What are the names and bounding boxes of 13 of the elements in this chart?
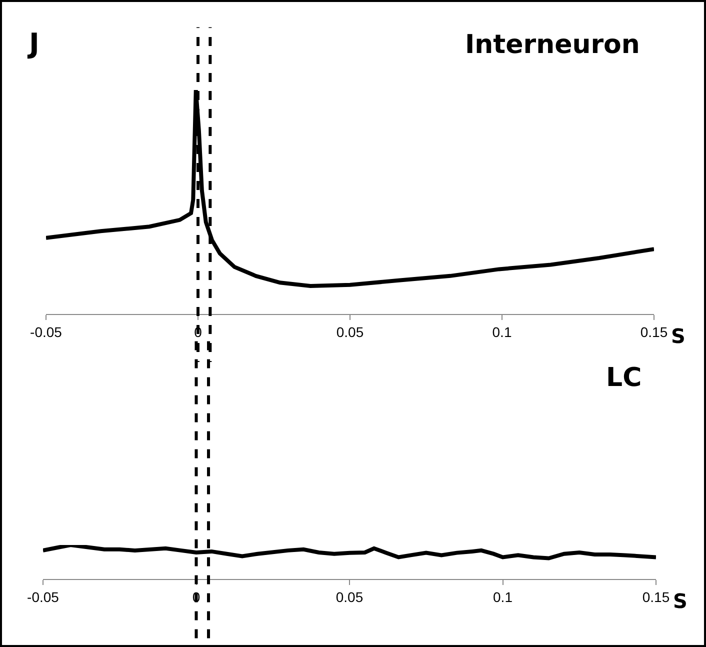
x-tick-label: 0.05 (336, 324, 364, 340)
x-tick-label: 0.1 (492, 324, 512, 340)
text: J (27, 27, 40, 60)
chart-title: Interneuron (465, 30, 640, 60)
x-tick-label: 0.15 (642, 588, 670, 605)
chart-title: LC (606, 363, 642, 393)
x-tick-label: -0.05 (30, 324, 62, 340)
x-tick-label: -0.05 (27, 588, 60, 605)
x-tick-label: 0.05 (336, 588, 364, 605)
x-tick-label: 0.1 (493, 588, 513, 605)
x-tick-label: 0.15 (640, 324, 668, 340)
x-axis-title: S (671, 324, 686, 348)
x-axis-title: S (673, 589, 688, 613)
